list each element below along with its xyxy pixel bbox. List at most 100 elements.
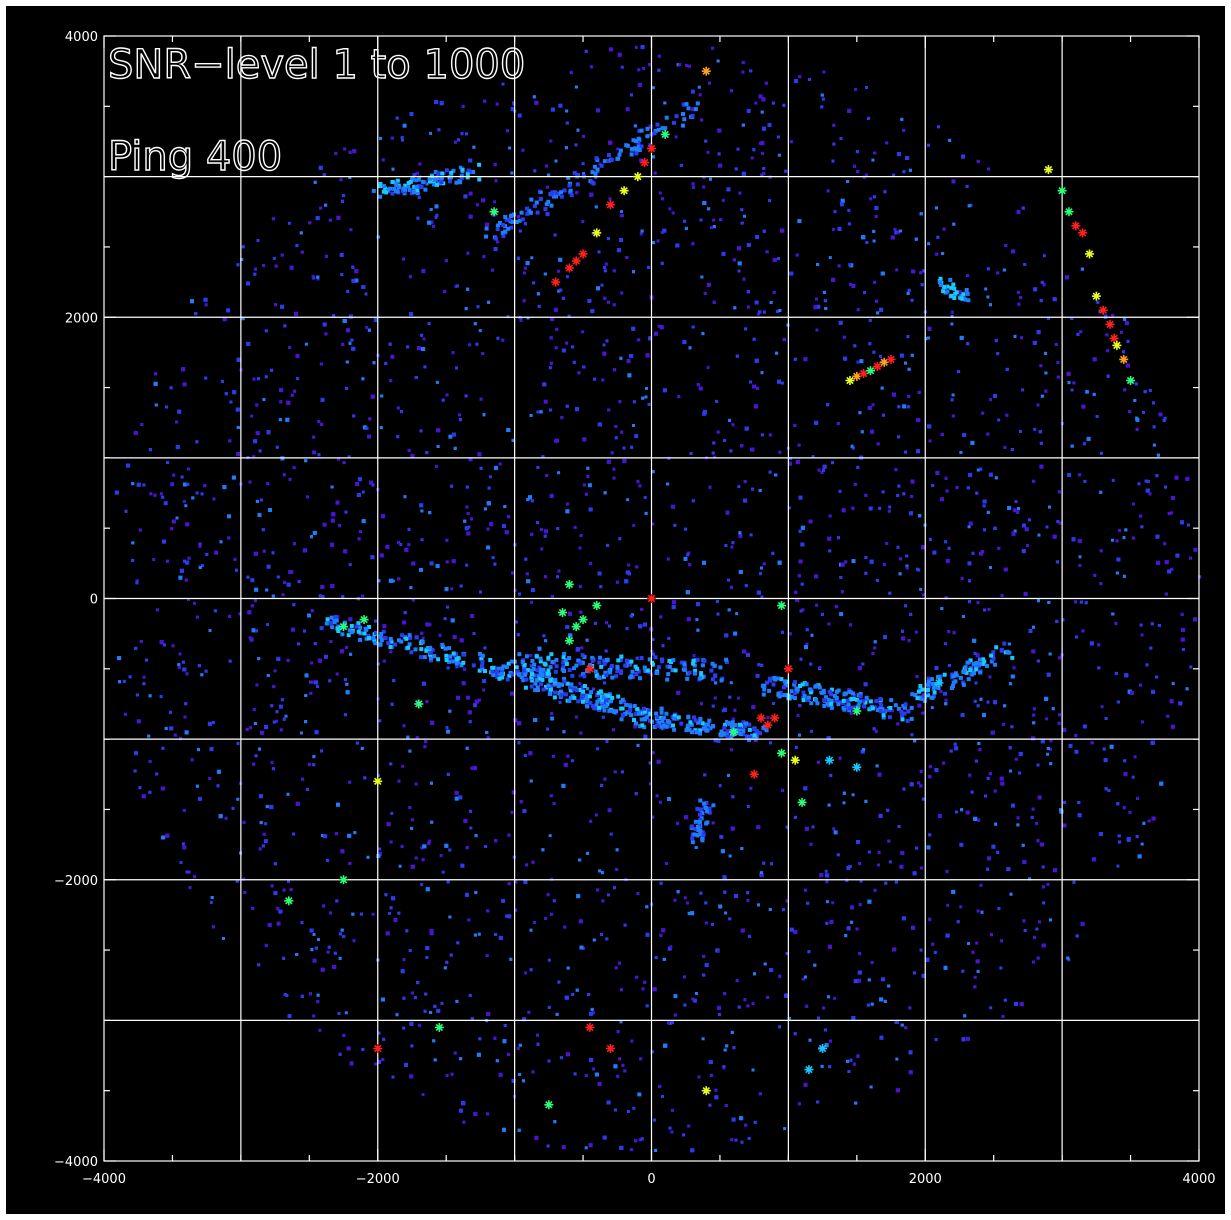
noise-point: [1040, 280, 1044, 284]
noise-point: [864, 173, 868, 177]
noise-point: [603, 681, 607, 685]
noise-point: [233, 557, 237, 561]
noise-point: [853, 164, 857, 168]
noise-point: [960, 576, 964, 580]
noise-point: [896, 545, 900, 549]
noise-point: [371, 912, 375, 916]
noise-point: [1036, 763, 1040, 767]
noise-point: [870, 961, 874, 964]
noise-point: [974, 759, 978, 763]
noise-point: [613, 886, 616, 890]
noise-point: [904, 604, 908, 608]
noise-point: [210, 896, 214, 899]
noise-point: [801, 608, 805, 612]
noise-point: [538, 196, 543, 201]
noise-point: [865, 241, 869, 244]
noise-point: [811, 455, 815, 459]
noise-point: [543, 534, 547, 538]
noise-point: [743, 214, 746, 218]
noise-point: [1046, 752, 1050, 756]
noise-point: [607, 408, 611, 412]
noise-point: [241, 317, 245, 321]
noise-point: [777, 379, 781, 384]
noise-point: [797, 1102, 801, 1106]
noise-point: [1013, 334, 1017, 338]
noise-point: [476, 1052, 481, 1057]
noise-point: [603, 777, 607, 781]
noise-point: [561, 296, 565, 300]
noise-point: [444, 259, 448, 263]
noise-point: [555, 327, 559, 331]
noise-point: [976, 969, 980, 973]
noise-point: [601, 378, 605, 382]
noise-point: [255, 683, 259, 687]
noise-point: [546, 1144, 550, 1148]
noise-point: [627, 563, 631, 567]
noise-point: [1047, 601, 1051, 604]
noise-point: [420, 846, 424, 850]
noise-point: [425, 887, 430, 892]
noise-point: [216, 769, 221, 774]
noise-point: [361, 377, 365, 381]
noise-point: [343, 147, 347, 151]
noise-point: [537, 646, 542, 651]
noise-point: [689, 452, 693, 455]
noise-point: [831, 901, 835, 905]
noise-point: [264, 375, 268, 379]
noise-point: [539, 527, 543, 531]
noise-point: [608, 140, 613, 145]
noise-point: [583, 483, 586, 487]
noise-point: [398, 864, 402, 868]
noise-point: [493, 200, 497, 204]
noise-point: [459, 638, 464, 643]
noise-point: [897, 152, 901, 157]
noise-point: [868, 342, 872, 346]
noise-point: [832, 827, 836, 831]
noise-point: [322, 904, 326, 908]
noise-point: [587, 993, 591, 997]
noise-point: [640, 45, 645, 50]
noise-point: [1156, 560, 1161, 565]
noise-point: [871, 158, 875, 162]
noise-point: [310, 948, 314, 952]
noise-point: [342, 935, 346, 938]
noise-point: [717, 128, 722, 133]
noise-point: [859, 359, 864, 364]
noise-point: [659, 800, 662, 804]
noise-point: [450, 484, 454, 488]
noise-point: [1027, 518, 1031, 522]
noise-point: [575, 407, 579, 412]
noise-point: [305, 787, 309, 791]
noise-point: [170, 527, 174, 531]
noise-point: [536, 410, 540, 414]
noise-point: [919, 948, 923, 952]
noise-point: [661, 1095, 664, 1098]
noise-point: [847, 208, 851, 212]
noise-point: [553, 233, 557, 237]
noise-point: [445, 393, 449, 397]
noise-point: [532, 281, 536, 285]
noise-point: [434, 204, 439, 209]
noise-point: [382, 659, 386, 663]
noise-point: [397, 779, 401, 783]
noise-point: [1128, 810, 1132, 814]
noise-point: [370, 394, 375, 399]
noise-point: [355, 482, 360, 487]
noise-point: [302, 548, 307, 553]
noise-point: [951, 393, 955, 397]
noise-point: [522, 809, 527, 813]
noise-point: [272, 720, 276, 724]
noise-point: [803, 357, 808, 362]
noise-point: [530, 499, 534, 503]
noise-point: [317, 420, 321, 424]
noise-point: [994, 822, 998, 826]
noise-point: [141, 794, 146, 799]
noise-point: [451, 351, 455, 355]
noise-point: [651, 522, 655, 526]
noise-point: [354, 269, 359, 274]
noise-point: [195, 615, 199, 619]
noise-point: [485, 222, 489, 227]
noise-point: [1136, 796, 1139, 800]
noise-point: [122, 679, 126, 683]
noise-point: [402, 1026, 406, 1030]
